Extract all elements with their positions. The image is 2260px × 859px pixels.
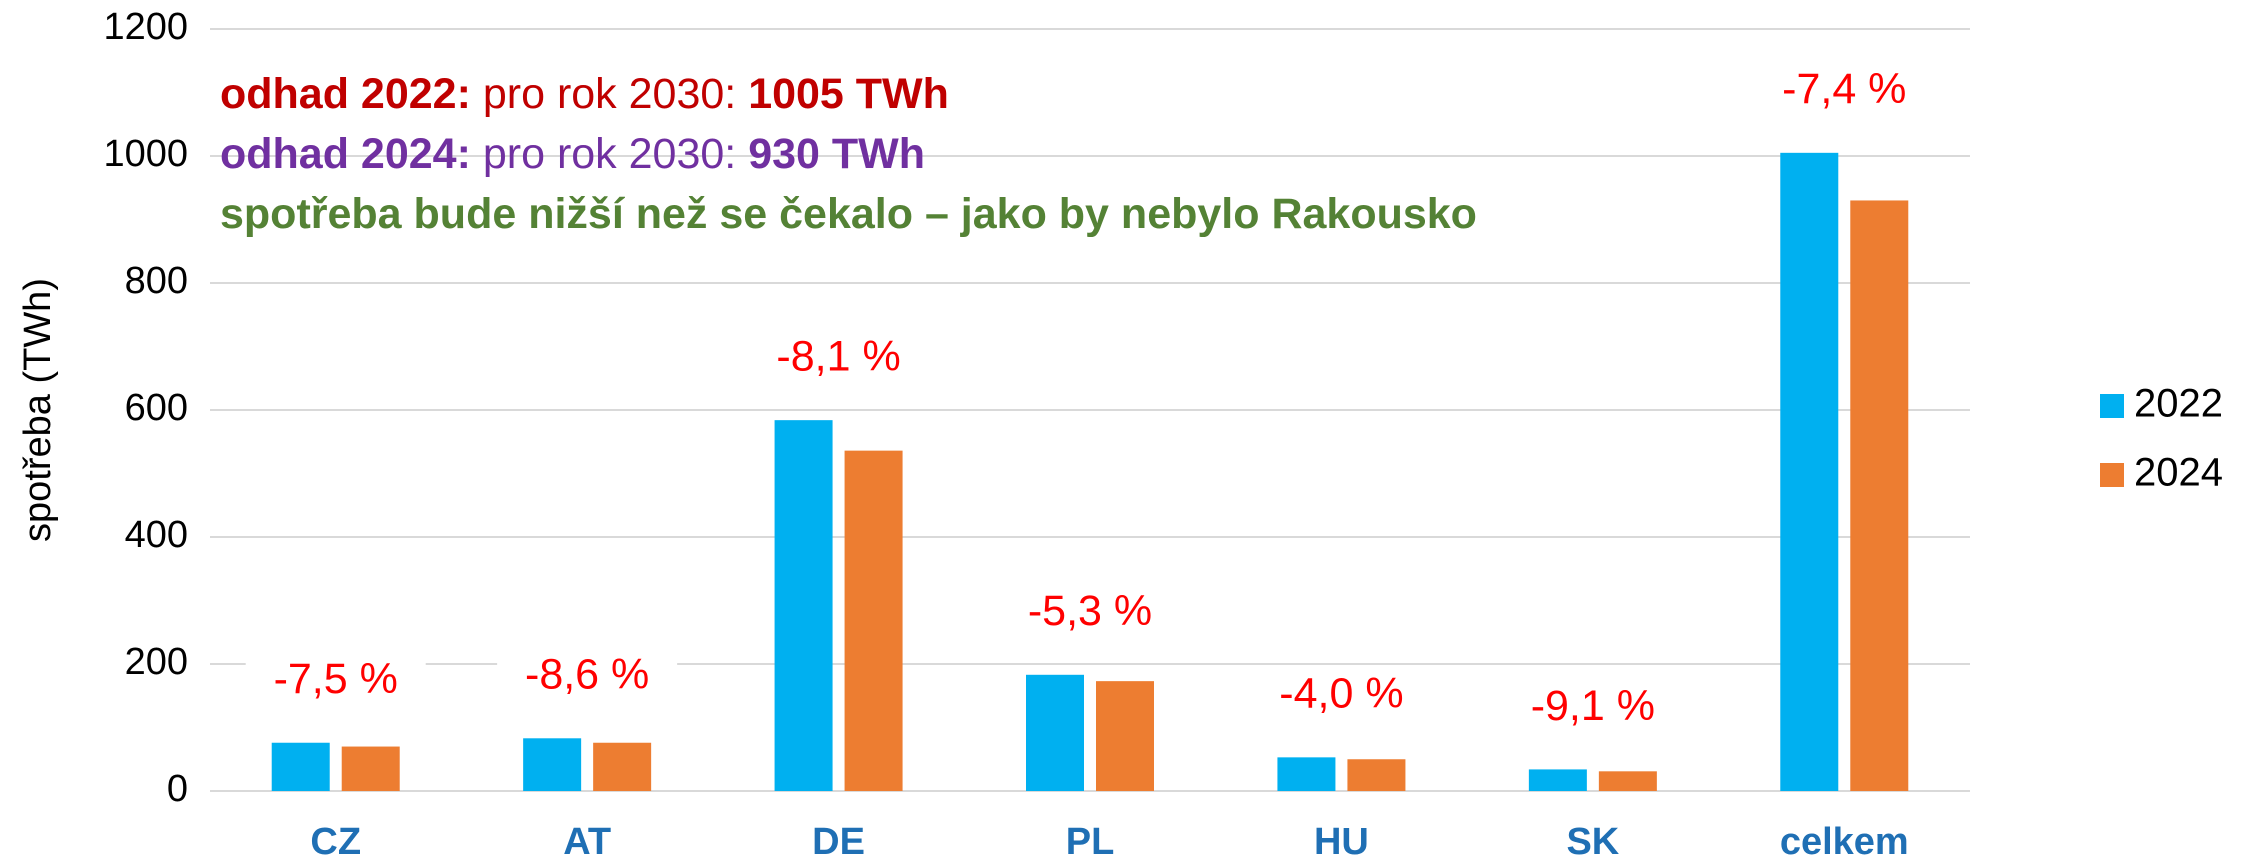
x-tick-label: HU: [1314, 821, 1369, 859]
bar: [1026, 674, 1084, 791]
annotation-part: odhad 2024:: [220, 130, 471, 178]
y-tick-label: 1200: [103, 6, 188, 48]
annotation: spotřeba bude nižší než se čekalo – jako…: [220, 190, 1477, 238]
label-background: [497, 649, 678, 706]
label-background: [1000, 585, 1180, 642]
label-background: [245, 653, 426, 710]
x-tick-label: SK: [1566, 821, 1619, 859]
label-background: [1502, 680, 1683, 737]
change-label: -7,4 %: [1782, 65, 1906, 113]
bar: [1850, 200, 1909, 791]
bar: [1096, 681, 1154, 791]
change-label: -5,3 %: [1028, 587, 1152, 635]
annotation: odhad 2022: pro rok 2030: 1005 TWh: [220, 70, 949, 118]
bar: [1598, 771, 1657, 791]
x-tick-label: AT: [563, 821, 611, 859]
x-tick-label: DE: [812, 821, 865, 859]
bar: [1277, 757, 1336, 791]
legend-swatch: [2100, 394, 2124, 418]
label-background: [1754, 63, 1935, 120]
y-tick-label: 400: [125, 514, 188, 556]
bar: [844, 450, 903, 791]
annotation-part: odhad 2022:: [220, 70, 471, 118]
label-background: [748, 331, 929, 388]
annotation-part: spotřeba bude nižší než se čekalo – jako…: [220, 190, 1477, 238]
bar: [341, 746, 400, 791]
bar: [774, 420, 833, 791]
bar: [1528, 769, 1587, 791]
bar: [523, 738, 582, 791]
x-tick-label: PL: [1066, 821, 1115, 859]
annotation-part: 930 TWh: [748, 130, 925, 178]
y-tick-label: 600: [125, 387, 188, 429]
y-tick-label: 200: [125, 641, 188, 683]
change-label: -8,6 %: [525, 651, 649, 699]
bar: [1347, 759, 1406, 791]
change-label: -7,5 %: [274, 655, 398, 703]
legend-swatch: [2100, 463, 2124, 487]
annotation-part: pro rok 2030:: [471, 130, 748, 178]
annotation-part: pro rok 2030:: [471, 70, 748, 118]
y-tick-label: 800: [125, 260, 188, 302]
change-label: -9,1 %: [1531, 682, 1655, 730]
label-background: [1251, 668, 1432, 725]
legend-label: 2022: [2134, 382, 2223, 426]
change-label: -4,0 %: [1279, 670, 1403, 718]
bar: [593, 742, 652, 791]
change-label: -8,1 %: [776, 333, 900, 381]
y-axis-label: spotřeba (TWh): [17, 278, 59, 542]
bar: [271, 742, 330, 791]
annotation: odhad 2024: pro rok 2030: 930 TWh: [220, 130, 925, 178]
y-tick-label: 1000: [103, 133, 188, 175]
x-tick-label: CZ: [310, 821, 361, 859]
legend-label: 2024: [2134, 451, 2223, 495]
y-tick-label: 0: [167, 768, 188, 810]
x-tick-label: celkem: [1780, 821, 1909, 859]
bar: [1780, 152, 1839, 791]
annotation-part: 1005 TWh: [748, 70, 949, 118]
